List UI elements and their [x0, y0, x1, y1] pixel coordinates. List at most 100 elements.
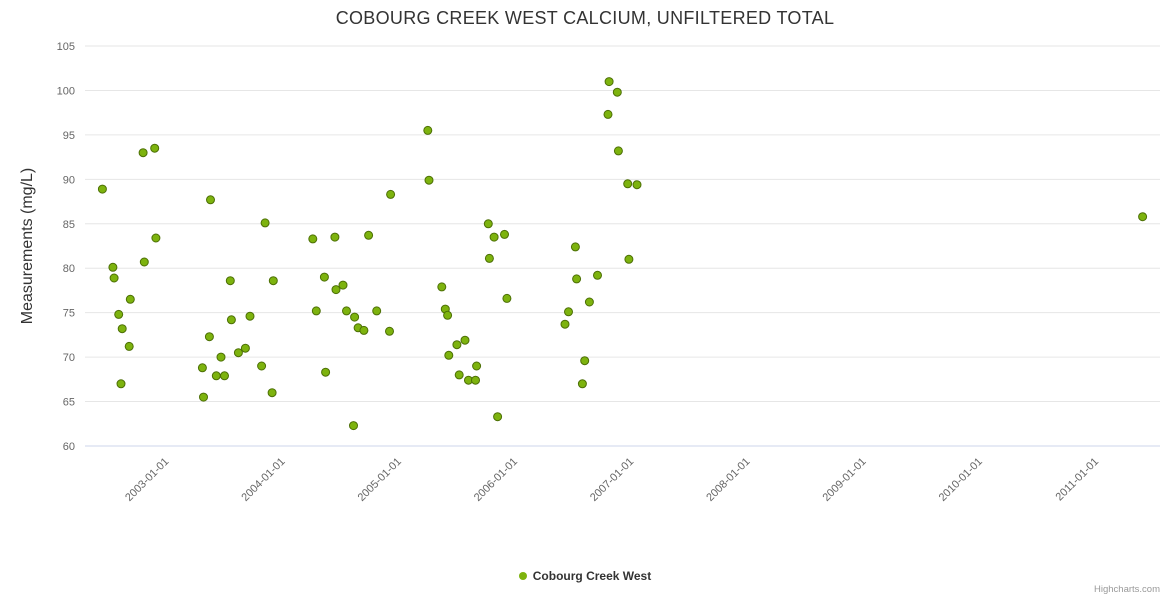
y-axis-tick-label: 60 [63, 441, 75, 453]
data-point[interactable] [267, 388, 277, 398]
data-point[interactable] [603, 109, 613, 119]
data-point[interactable] [311, 306, 321, 316]
x-axis-tick-label: 2009-01-01 [820, 456, 868, 504]
data-point[interactable] [151, 233, 161, 243]
data-point[interactable] [216, 352, 226, 362]
data-point[interactable] [349, 421, 358, 431]
data-point[interactable] [220, 371, 229, 381]
data-point[interactable] [331, 285, 341, 295]
data-point[interactable] [268, 276, 278, 286]
y-axis-tick-label: 90 [63, 174, 75, 186]
x-axis-tick-label: 2004-01-01 [239, 456, 287, 504]
data-point[interactable] [483, 219, 493, 229]
data-point[interactable] [604, 77, 614, 87]
data-point[interactable] [471, 375, 480, 385]
data-point[interactable] [117, 324, 127, 334]
data-point[interactable] [493, 412, 503, 422]
y-axis-tick-label: 70 [63, 352, 75, 364]
data-point[interactable] [502, 293, 512, 303]
data-point[interactable] [452, 340, 462, 350]
y-axis-tick-label: 105 [57, 41, 75, 53]
data-point[interactable] [350, 312, 360, 322]
legend-marker-icon [518, 572, 527, 580]
data-point[interactable] [359, 325, 369, 335]
data-point[interactable] [577, 379, 587, 389]
data-point[interactable] [338, 280, 348, 290]
data-point[interactable] [623, 179, 633, 189]
data-point[interactable] [472, 361, 482, 371]
data-point[interactable] [260, 218, 270, 228]
data-point[interactable] [454, 370, 464, 380]
data-point[interactable] [197, 363, 207, 373]
data-point[interactable] [109, 273, 119, 283]
data-point[interactable] [124, 341, 134, 351]
data-point[interactable] [1138, 212, 1148, 222]
data-point[interactable] [584, 297, 594, 307]
data-point[interactable] [444, 350, 454, 360]
data-point[interactable] [632, 180, 642, 190]
data-point[interactable] [564, 307, 573, 317]
x-axis-tick-label: 2005-01-01 [356, 456, 404, 504]
data-point[interactable] [108, 262, 118, 272]
data-point[interactable] [372, 306, 382, 316]
y-axis-tick-label: 95 [63, 130, 75, 142]
data-point[interactable] [211, 371, 221, 381]
data-point[interactable] [342, 306, 351, 316]
data-point[interactable] [226, 315, 236, 325]
data-point[interactable] [437, 282, 447, 292]
data-point[interactable] [308, 234, 318, 244]
y-axis-tick-label: 85 [63, 219, 75, 231]
data-point[interactable] [330, 232, 340, 242]
data-point[interactable] [489, 232, 499, 242]
data-point[interactable] [257, 361, 267, 371]
data-point[interactable] [612, 87, 622, 97]
data-point[interactable] [150, 143, 160, 153]
data-point[interactable] [484, 253, 494, 263]
data-point[interactable] [572, 274, 582, 284]
data-point[interactable] [240, 343, 250, 353]
data-point[interactable] [138, 148, 148, 158]
x-axis-tick-label: 2003-01-01 [123, 456, 171, 504]
data-point[interactable] [386, 189, 396, 199]
data-point[interactable] [199, 392, 208, 402]
y-axis-tick-label: 100 [57, 85, 75, 97]
highcharts-credits-link[interactable]: Highcharts.com [1094, 584, 1160, 595]
chart-title: COBOURG CREEK WEST CALCIUM, UNFILTERED T… [335, 8, 835, 28]
y-axis-tick-label: 80 [63, 263, 75, 275]
legend-item-cobourg-creek-west[interactable]: Cobourg Creek West [0, 569, 1170, 583]
data-point[interactable] [613, 146, 623, 156]
data-point[interactable] [423, 125, 433, 135]
data-point[interactable] [385, 326, 394, 336]
data-point[interactable] [319, 272, 329, 282]
data-point[interactable] [321, 367, 331, 377]
x-axis-tick-label: 2007-01-01 [588, 456, 636, 504]
legend-label: Cobourg Creek West [532, 569, 652, 583]
data-point[interactable] [245, 311, 255, 321]
data-point[interactable] [139, 257, 149, 267]
data-point[interactable] [204, 332, 214, 342]
data-point[interactable] [624, 254, 634, 264]
x-axis-tick-label: 2006-01-01 [472, 456, 520, 504]
x-axis-tick-label: 2008-01-01 [704, 456, 752, 504]
data-point[interactable] [500, 229, 509, 239]
y-axis-tick-label: 75 [63, 308, 75, 320]
data-point[interactable] [443, 310, 453, 320]
data-point[interactable] [206, 195, 215, 205]
data-point[interactable] [560, 319, 570, 329]
x-axis-tick-label: 2010-01-01 [937, 456, 985, 504]
data-point[interactable] [460, 335, 470, 345]
data-point[interactable] [233, 348, 243, 358]
data-point[interactable] [125, 294, 135, 304]
data-point[interactable] [364, 230, 374, 240]
data-point[interactable] [225, 276, 235, 286]
data-point[interactable] [580, 356, 590, 366]
data-point[interactable] [570, 242, 580, 252]
data-point[interactable] [116, 379, 126, 389]
data-point[interactable] [593, 270, 602, 280]
data-point[interactable] [97, 184, 107, 194]
data-point[interactable] [424, 175, 434, 185]
data-point[interactable] [114, 309, 124, 319]
y-axis-tick-label: 65 [63, 397, 75, 409]
